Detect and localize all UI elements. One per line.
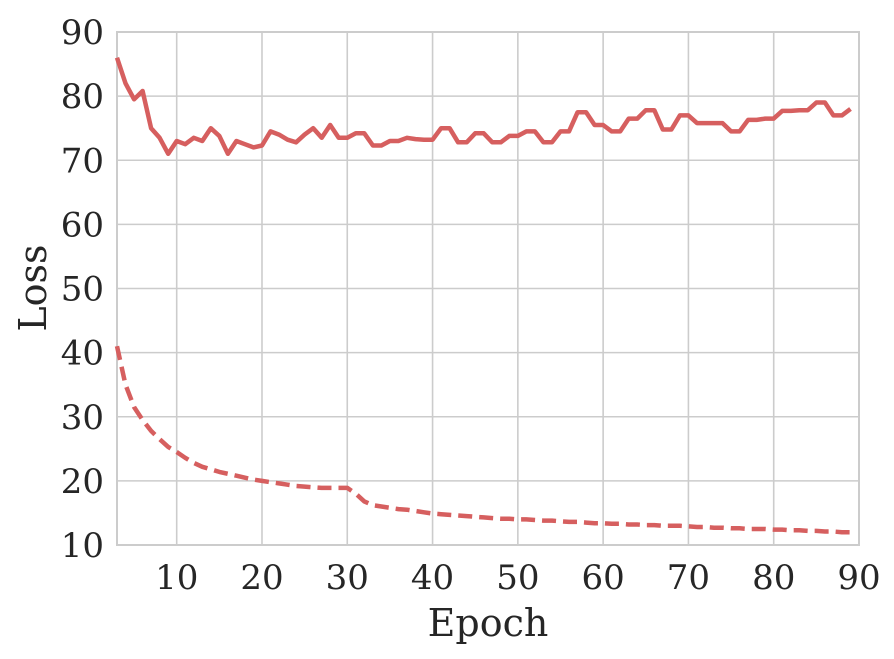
x-tick-labels: 10 20 30 40 50 60 70 80 90 bbox=[155, 558, 881, 598]
y-tick-label: 20 bbox=[61, 462, 104, 502]
x-tick-label: 50 bbox=[496, 558, 539, 598]
x-tick-label: 70 bbox=[667, 558, 710, 598]
x-tick-label: 40 bbox=[411, 558, 454, 598]
y-tick-label: 10 bbox=[61, 526, 104, 566]
y-tick-label: 70 bbox=[61, 141, 104, 181]
y-axis-label: Loss bbox=[11, 244, 55, 331]
dashed-series-line bbox=[114, 345, 851, 535]
x-tick-label: 10 bbox=[155, 558, 198, 598]
y-tick-labels: 10 20 30 40 50 60 70 80 90 bbox=[61, 13, 104, 566]
y-tick-label: 90 bbox=[61, 13, 104, 53]
y-tick-label: 30 bbox=[61, 398, 104, 438]
plot-frame bbox=[116, 31, 860, 546]
solid-series-line bbox=[114, 56, 852, 157]
y-tick-label: 80 bbox=[61, 77, 104, 117]
x-tick-label: 30 bbox=[326, 558, 369, 598]
y-tick-label: 40 bbox=[61, 334, 104, 374]
x-tick-label: 80 bbox=[752, 558, 795, 598]
x-tick-label: 60 bbox=[582, 558, 625, 598]
x-tick-label: 20 bbox=[240, 558, 283, 598]
x-tick-label: 90 bbox=[837, 558, 880, 598]
series-layer bbox=[114, 56, 852, 535]
y-tick-label: 50 bbox=[61, 270, 104, 310]
x-axis-label: Epoch bbox=[428, 601, 549, 645]
y-tick-label: 60 bbox=[61, 205, 104, 245]
